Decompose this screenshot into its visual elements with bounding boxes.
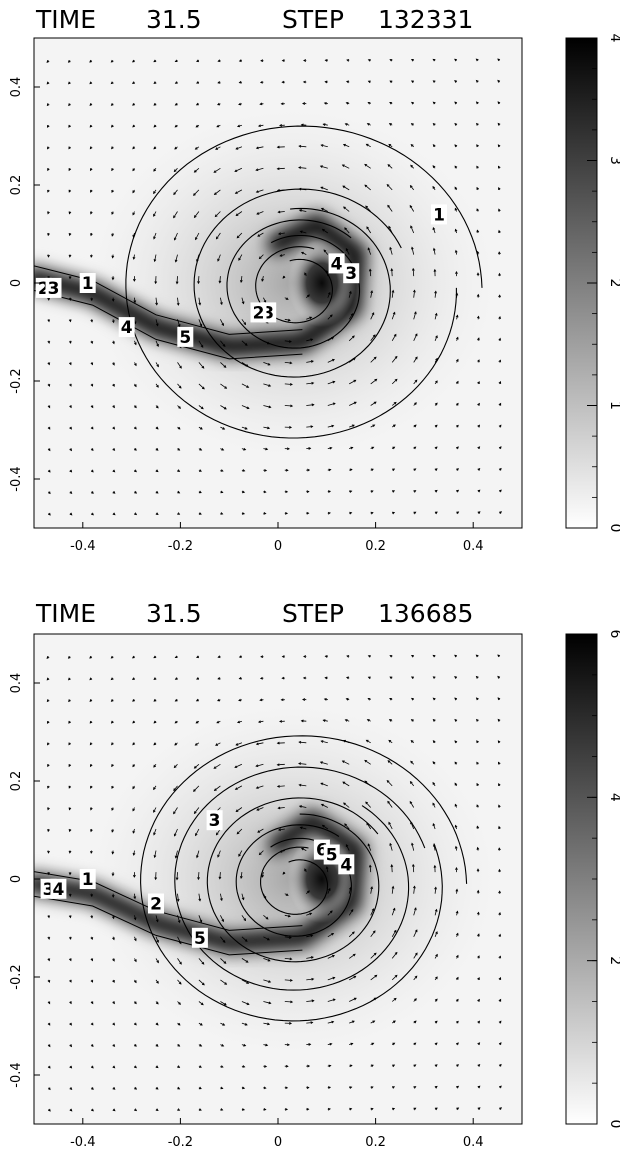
x-tick-label: -0.2	[168, 539, 193, 554]
contour-label: 2	[253, 303, 265, 323]
contour-label: 5	[326, 846, 338, 866]
y-tick-label: 0	[9, 875, 24, 883]
y-tick-label: -0.4	[9, 466, 24, 491]
colorbar-tick-label: 3	[607, 156, 620, 165]
title-time-label: TIME	[35, 599, 96, 628]
x-tick-label: -0.2	[168, 1135, 193, 1150]
title-step-value: 132331	[378, 5, 473, 34]
contour-label: 2	[150, 895, 162, 915]
x-tick-label: 0.4	[463, 1135, 484, 1150]
y-tick-label: -0.2	[9, 964, 24, 989]
colorbar-tick-label: 0	[607, 524, 620, 533]
colorbar-tick-label: 6	[607, 630, 620, 639]
x-tick-label: -0.4	[70, 539, 95, 554]
title-step-label: STEP	[282, 599, 344, 628]
x-tick-label: 0.2	[365, 539, 386, 554]
y-tick-label: 0	[9, 279, 24, 287]
x-tick-label: -0.4	[70, 1135, 95, 1150]
x-tick-label: 0	[274, 1135, 282, 1150]
title-time-label: TIME	[35, 5, 96, 34]
contour-label: 3	[48, 279, 60, 299]
colorbar-tick-label: 2	[607, 956, 620, 965]
contour-label: 4	[340, 855, 352, 875]
colorbar-tick-label: 4	[607, 793, 620, 802]
contour-label: 1	[82, 870, 94, 890]
contour-label: 1	[433, 205, 445, 225]
contour-label: 1	[82, 274, 94, 294]
y-tick-label: 0.4	[9, 673, 24, 694]
y-tick-label: -0.4	[9, 1062, 24, 1087]
colorbar-tick-label: 1	[607, 401, 620, 410]
x-tick-label: 0	[274, 539, 282, 554]
title-time-value: 31.5	[146, 599, 202, 628]
colorbar-tick-label: 4	[607, 34, 620, 43]
contour-label: 4	[331, 254, 343, 274]
contour-label: 5	[194, 929, 206, 949]
colorbar-tick-label: 0	[607, 1120, 620, 1129]
contour-label: 4	[52, 880, 64, 900]
title-step-value: 136685	[378, 599, 473, 628]
contour-label: 5	[179, 328, 191, 348]
colorbar-tick-label: 2	[607, 279, 620, 288]
x-tick-label: 0.4	[463, 539, 484, 554]
x-tick-label: 0.2	[365, 1135, 386, 1150]
contour-label: 3	[345, 264, 357, 284]
title-time-value: 31.5	[146, 5, 202, 34]
y-tick-label: 0.2	[9, 771, 24, 792]
y-tick-label: 0.2	[9, 175, 24, 196]
contour-label: 3	[209, 811, 221, 831]
y-tick-label: 0.4	[9, 77, 24, 98]
y-tick-label: -0.2	[9, 368, 24, 393]
title-step-label: STEP	[282, 5, 344, 34]
contour-label: 4	[121, 318, 133, 338]
